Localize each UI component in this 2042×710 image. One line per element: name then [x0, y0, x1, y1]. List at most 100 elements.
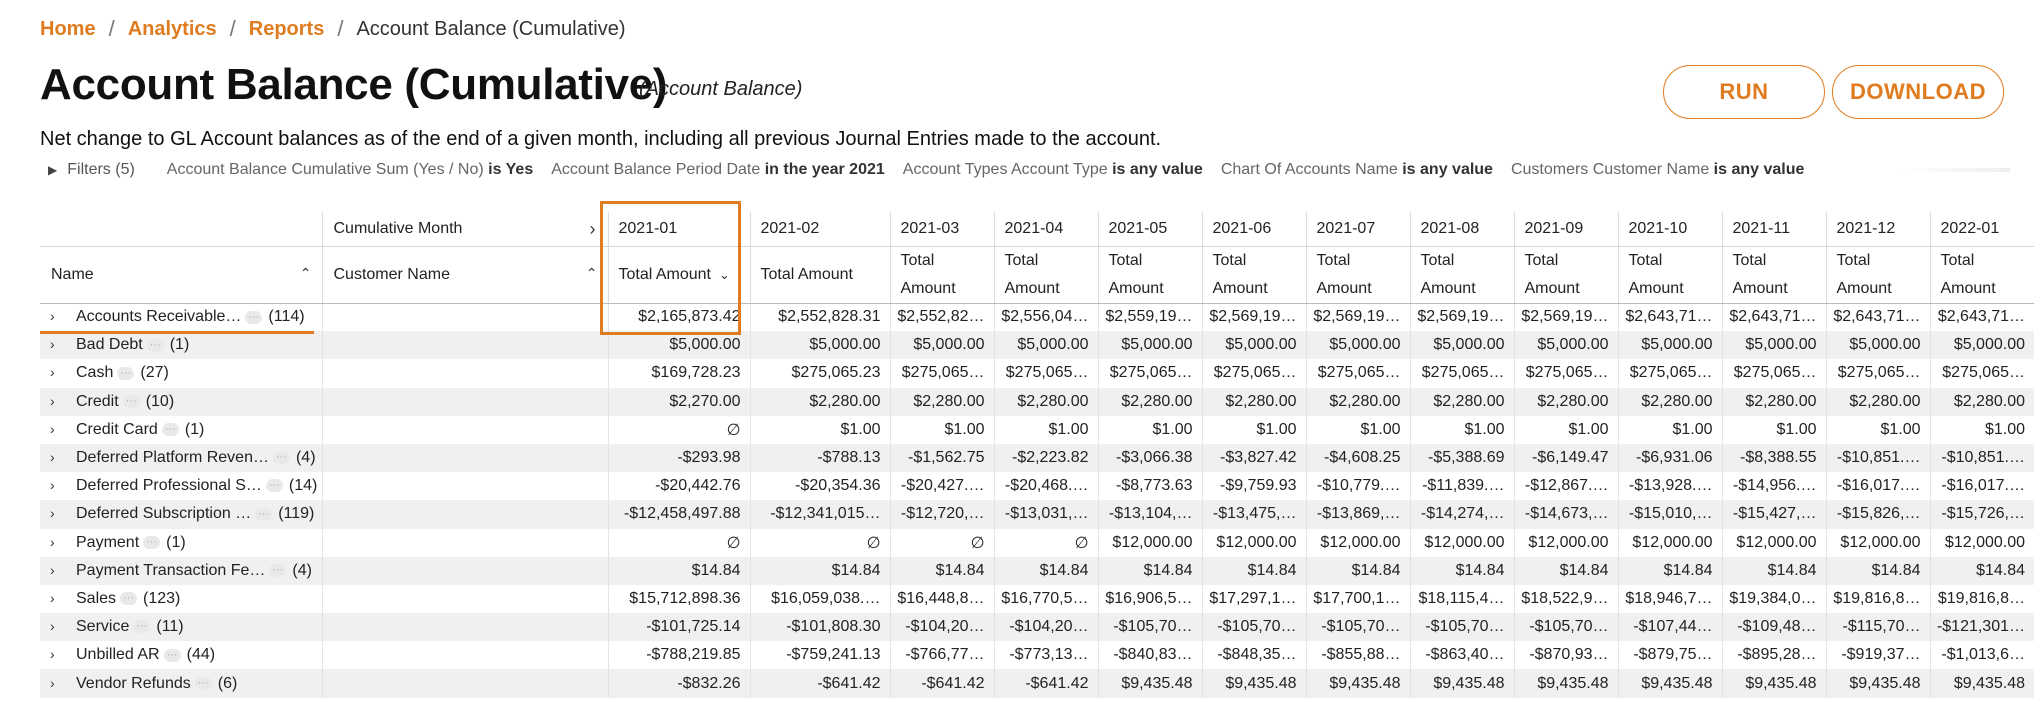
total-amount-header[interactable]: Total Amount	[1513, 245, 1618, 304]
chevron-right-icon[interactable]: ›	[50, 308, 55, 325]
total-amount-header[interactable]: Total Amount	[889, 245, 994, 304]
customer-name-column-header[interactable]: Customer Name ⌃	[321, 245, 608, 304]
more-options-icon[interactable]: ···	[255, 507, 273, 521]
chevron-right-icon[interactable]: ›	[50, 420, 55, 437]
row-name-cell[interactable]: › Credit Card ··· (1)	[40, 416, 322, 444]
row-name-cell[interactable]: › Sales ··· (123)	[40, 585, 322, 613]
month-header[interactable]: 2021-02	[749, 212, 890, 246]
chevron-right-icon[interactable]: ›	[50, 364, 55, 381]
breadcrumb-analytics-link[interactable]: Analytics	[127, 17, 217, 40]
table-row[interactable]: › Service ··· (11) -$101,725.14 -$101,808.30-…	[40, 613, 2034, 642]
month-header[interactable]: 2021-04	[993, 212, 1098, 246]
row-name-cell[interactable]: › Vendor Refunds ··· (6)	[40, 669, 322, 698]
month-header[interactable]: 2021-11	[1721, 212, 1826, 246]
month-header[interactable]: 2021-12	[1825, 212, 1930, 246]
table-row[interactable]: › Bad Debt ··· (1) $5,000.00 $5,000.00 $5,000.…	[40, 331, 2034, 360]
chevron-right-icon[interactable]: ›	[50, 646, 55, 663]
table-row[interactable]: › Payment Transaction Fe… ··· (4) $14.84 $14.…	[40, 556, 2034, 585]
total-amount-header[interactable]: Total Amount	[993, 245, 1098, 304]
row-name-cell[interactable]: › Deferred Subscription … ··· (119)	[40, 500, 322, 529]
chevron-down-icon[interactable]: ⌄	[719, 266, 730, 282]
more-options-icon[interactable]: ···	[245, 310, 263, 324]
row-name-cell[interactable]: › Unbilled AR ··· (44)	[40, 641, 322, 669]
month-header[interactable]: 2021-03	[889, 212, 994, 246]
table-row[interactable]: › Payment ··· (1) ∅ ∅ ∅ ∅ $12,000.00 $12,000.00 $1…	[40, 528, 2034, 557]
total-amount-header[interactable]: Total Amount	[1305, 245, 1410, 304]
month-header[interactable]: 2021-08	[1409, 212, 1514, 246]
row-name-cell[interactable]: › Service ··· (11)	[40, 613, 322, 642]
chevron-right-icon[interactable]: ›	[50, 589, 55, 606]
more-options-icon[interactable]: ···	[272, 451, 290, 465]
chevron-up-icon[interactable]: ⌃	[585, 264, 598, 281]
chevron-right-icon[interactable]: ›	[50, 392, 55, 409]
total-amount-header[interactable]: Total Amount	[1617, 245, 1722, 304]
row-name-cell[interactable]: › Deferred Professional S… ··· (14)	[40, 472, 322, 500]
filter-item[interactable]: Chart Of Accounts Name is any value	[1221, 161, 1493, 178]
table-row[interactable]: › Deferred Subscription … ··· (119) -$12,458…	[40, 500, 2034, 529]
table-row[interactable]: › Unbilled AR ··· (44) -$788,219.85 -$759,241…	[40, 641, 2034, 670]
row-name-cell[interactable]: › Accounts Receivable… ··· (114)	[40, 303, 322, 331]
row-name-cell[interactable]: › Bad Debt ··· (1)	[40, 331, 322, 360]
table-row[interactable]: › Credit Card ··· (1) ∅ $1.00 $1.00 $1.00 $1.00 $…	[40, 415, 2034, 444]
name-column-header[interactable]: Name ⌃	[40, 245, 322, 304]
month-header[interactable]: 2021-06	[1201, 212, 1306, 246]
filter-item[interactable]: Customers Customer Name is any value	[1511, 161, 1804, 178]
cumulative-month-header[interactable]: Cumulative Month ›	[321, 212, 608, 246]
row-name-cell[interactable]: › Payment ··· (1)	[40, 529, 322, 557]
chevron-right-icon[interactable]: ›	[50, 533, 55, 550]
more-options-icon[interactable]: ···	[265, 479, 283, 493]
row-name-cell[interactable]: › Cash ··· (27)	[40, 359, 322, 387]
chevron-right-icon[interactable]: ›	[50, 618, 55, 635]
month-header[interactable]: 2021-07	[1305, 212, 1410, 246]
more-options-icon[interactable]: ···	[269, 564, 287, 578]
total-amount-header[interactable]: Total Amount	[749, 245, 890, 304]
chevron-right-icon[interactable]: ›	[589, 219, 596, 239]
more-options-icon[interactable]: ···	[163, 648, 181, 662]
chevron-right-icon[interactable]: ▶	[48, 163, 58, 177]
more-options-icon[interactable]: ···	[133, 620, 151, 634]
month-header[interactable]: 2021-10	[1617, 212, 1722, 246]
chevron-right-icon[interactable]: ›	[50, 505, 55, 522]
chevron-right-icon[interactable]: ›	[50, 477, 55, 494]
month-header[interactable]: 2021-01	[607, 212, 750, 246]
month-header[interactable]: 2021-09	[1513, 212, 1618, 246]
filters-toggle[interactable]: Filters (5)	[67, 161, 135, 178]
chevron-right-icon[interactable]: ›	[50, 561, 55, 578]
total-amount-header[interactable]: Total Amount	[1097, 245, 1202, 304]
more-options-icon[interactable]: ···	[161, 423, 179, 437]
filter-item[interactable]: Account Types Account Type is any value	[903, 161, 1203, 178]
download-button[interactable]: DOWNLOAD	[1832, 65, 2004, 119]
table-row[interactable]: › Cash ··· (27) $169,728.23 $275,065.23 $275,0…	[40, 359, 2034, 388]
row-name-cell[interactable]: › Credit ··· (10)	[40, 387, 322, 416]
total-amount-header[interactable]: Total Amount	[1201, 245, 1306, 304]
breadcrumb-reports-link[interactable]: Reports	[248, 17, 325, 40]
row-name-cell[interactable]: › Deferred Platform Reven… ··· (4)	[40, 443, 322, 473]
table-row[interactable]: › Vendor Refunds ··· (6) -$832.26 -$641.42 -$6…	[40, 669, 2034, 698]
table-row[interactable]: › Credit ··· (10) $2,270.00 $2,280.00 $2,280.0…	[40, 387, 2034, 416]
row-name-cell[interactable]: › Payment Transaction Fe… ··· (4)	[40, 556, 322, 585]
filter-item[interactable]: Account Balance Cumulative Sum (Yes / No…	[167, 161, 533, 178]
month-header[interactable]: 2021-05	[1097, 212, 1202, 246]
total-amount-header[interactable]: Total Amount	[1929, 245, 2034, 304]
month-header[interactable]: 2022-01	[1929, 212, 2034, 246]
run-button[interactable]: RUN	[1663, 65, 1825, 119]
table-row[interactable]: › Deferred Platform Reven… ··· (4) -$293.98-…	[40, 443, 2034, 473]
filter-item[interactable]: Account Balance Period Date in the year …	[551, 161, 885, 178]
table-row[interactable]: › Deferred Professional S… ··· (14) -$20,442…	[40, 472, 2034, 501]
total-amount-header[interactable]: Total Amount	[1721, 245, 1826, 304]
more-options-icon[interactable]: ···	[120, 592, 138, 606]
more-options-icon[interactable]: ···	[146, 338, 164, 352]
more-options-icon[interactable]: ···	[122, 394, 140, 408]
table-row[interactable]: › Sales ··· (123) $15,712,898.36 $16,059,038.…	[40, 584, 2034, 614]
chevron-right-icon[interactable]: ›	[50, 674, 55, 691]
more-options-icon[interactable]: ···	[143, 535, 161, 549]
total-amount-header[interactable]: Total Amount	[1825, 245, 1930, 304]
chevron-up-icon[interactable]: ⌃	[299, 264, 312, 281]
more-options-icon[interactable]: ···	[194, 676, 212, 690]
table-row[interactable]: › Accounts Receivable… ··· (114) $2,165,873.…	[40, 303, 2034, 332]
chevron-right-icon[interactable]: ›	[50, 336, 55, 353]
total-amount-header[interactable]: Total Amount	[1409, 245, 1514, 304]
chevron-right-icon[interactable]: ›	[50, 449, 55, 466]
breadcrumb-home-link[interactable]: Home	[40, 17, 96, 40]
more-options-icon[interactable]: ···	[117, 366, 135, 380]
